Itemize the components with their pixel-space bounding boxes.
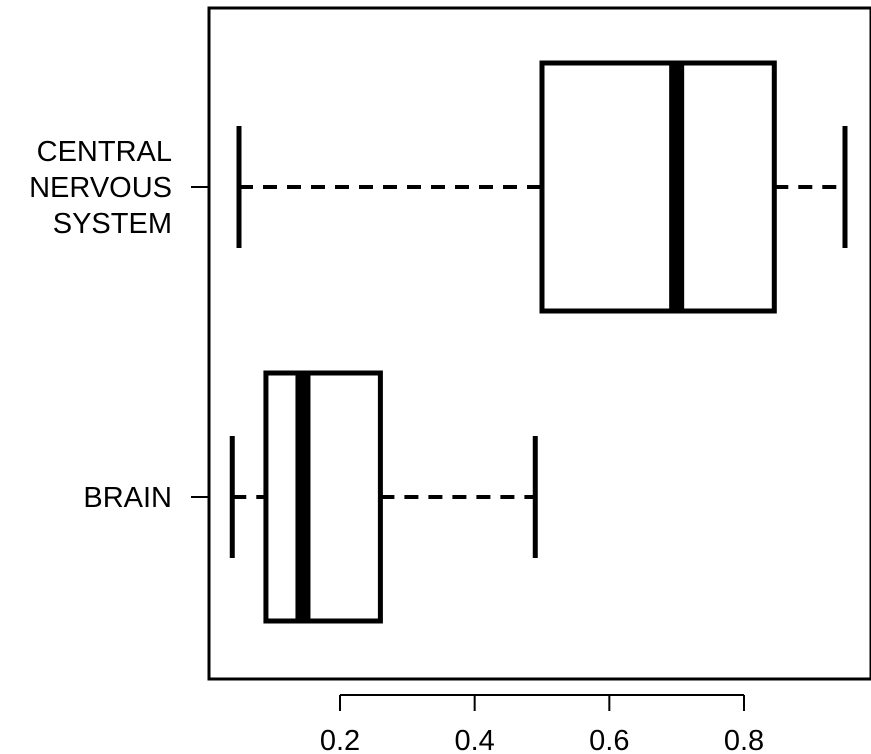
- box-cns: [236, 60, 848, 314]
- category-axis: BRAIN CENTRAL NERVOUS SYSTEM: [29, 136, 209, 514]
- iqr-box-cns: [539, 60, 777, 314]
- category-label-cns: NERVOUS: [29, 172, 172, 204]
- category-label-cns: CENTRAL: [37, 136, 172, 168]
- x-axis: 0.2 0.4 0.6 0.8: [320, 694, 764, 754]
- x-tick-label: 0.6: [589, 725, 629, 754]
- plot-frame: [207, 6, 871, 681]
- x-tick-label: 0.4: [455, 725, 495, 754]
- x-tick-label: 0.8: [724, 725, 764, 754]
- iqr-box-brain: [263, 370, 383, 624]
- x-tick-label: 0.2: [320, 725, 360, 754]
- category-label-cns: SYSTEM: [53, 208, 172, 240]
- boxes: [229, 60, 848, 624]
- box-brain: [229, 370, 538, 624]
- category-label-brain: BRAIN: [83, 482, 172, 514]
